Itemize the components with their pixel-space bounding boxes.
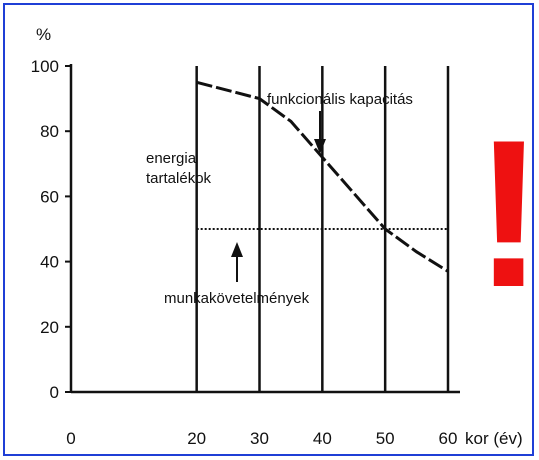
y-axis-label: % [36, 25, 51, 44]
tick-marks: 0 20 40 60 80 100 0 20 30 40 50 60 [31, 57, 458, 448]
series-line-capacity [196, 80, 449, 273]
x-tick-label-20: 20 [187, 429, 206, 448]
vertical-grid-lines [195, 66, 450, 392]
capacity-annotation: funkcionális kapacitás [267, 91, 413, 108]
x-tick-label-40: 40 [313, 429, 332, 448]
requirements-arrow [231, 242, 243, 282]
y-tick-label-20: 20 [40, 318, 59, 337]
x-tick-label-50: 50 [376, 429, 395, 448]
energy-reserve-label-line2: tartalékok [146, 170, 212, 187]
y-tick-label-40: 40 [40, 253, 59, 272]
y-tick-label-0: 0 [50, 383, 59, 402]
y-tick-label-60: 60 [40, 187, 59, 206]
series [196, 80, 449, 273]
exclamation-mark: ! [474, 96, 539, 331]
x-tick-label-60: 60 [439, 429, 458, 448]
y-tick-label-80: 80 [40, 122, 59, 141]
x-tick-label-30: 30 [250, 429, 269, 448]
x-tick-label-0: 0 [66, 429, 75, 448]
capacity-arrow [314, 111, 326, 154]
y-tick-label-100: 100 [31, 57, 59, 76]
energy-reserve-label-line1: energia [146, 150, 197, 167]
x-axis-label: kor (év) [465, 429, 523, 448]
requirements-annotation: munkakövetelmények [164, 290, 310, 307]
axes [69, 64, 460, 394]
